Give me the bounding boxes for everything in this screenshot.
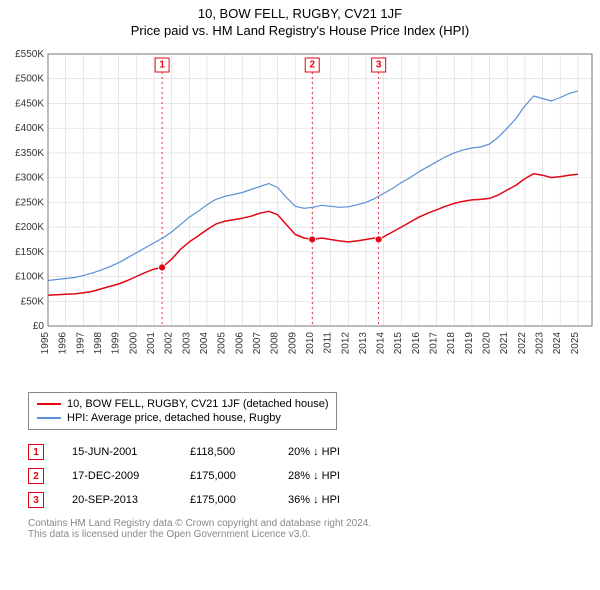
legend-label: HPI: Average price, detached house, Rugb… [67,412,281,424]
svg-text:2003: 2003 [181,332,192,355]
svg-text:2016: 2016 [411,332,422,355]
svg-text:£300K: £300K [15,173,44,184]
svg-text:2004: 2004 [199,332,210,355]
svg-text:2019: 2019 [464,332,475,355]
svg-text:£150K: £150K [15,247,44,258]
svg-text:2013: 2013 [358,332,369,355]
svg-text:2015: 2015 [393,332,404,355]
svg-text:2024: 2024 [552,332,563,355]
svg-text:£100K: £100K [15,272,44,283]
transaction-row: 3 20-SEP-2013 £175,000 36% ↓ HPI [28,488,588,512]
svg-text:2010: 2010 [305,332,316,355]
legend-swatch [37,403,61,405]
svg-text:2002: 2002 [164,332,175,355]
svg-text:2009: 2009 [287,332,298,355]
legend: 10, BOW FELL, RUGBY, CV21 1JF (detached … [28,392,337,430]
chart-area: £0 £50K £100K £150K £200K £250K £300K £350K £400… [0,46,600,386]
footer-line-2: This data is licensed under the Open Gov… [28,529,588,540]
transaction-date: 20-SEP-2013 [72,494,162,506]
svg-text:£450K: £450K [15,98,44,109]
svg-text:2020: 2020 [482,332,493,355]
svg-text:£250K: £250K [15,197,44,208]
svg-text:2022: 2022 [517,332,528,355]
svg-text:2025: 2025 [570,332,581,355]
transaction-date: 15-JUN-2001 [72,446,162,458]
line-chart: £0 £50K £100K £150K £200K £250K £300K £350K £400… [0,46,600,386]
svg-text:£400K: £400K [15,123,44,134]
svg-text:£0: £0 [33,321,45,332]
svg-text:2005: 2005 [217,332,228,355]
transaction-marker: 3 [28,492,44,508]
footer-line-1: Contains HM Land Registry data © Crown c… [28,518,588,529]
svg-text:2017: 2017 [429,332,440,355]
chart-title: 10, BOW FELL, RUGBY, CV21 1JF [0,6,600,21]
transaction-date: 17-DEC-2009 [72,470,162,482]
svg-text:£50K: £50K [21,296,45,307]
transaction-row: 2 17-DEC-2009 £175,000 28% ↓ HPI [28,464,588,488]
svg-text:2007: 2007 [252,332,263,355]
svg-text:£350K: £350K [15,148,44,159]
legend-label: 10, BOW FELL, RUGBY, CV21 1JF (detached … [67,398,328,410]
legend-item: 10, BOW FELL, RUGBY, CV21 1JF (detached … [37,397,328,411]
transaction-row: 1 15-JUN-2001 £118,500 20% ↓ HPI [28,440,588,464]
svg-text:1: 1 [159,60,165,71]
svg-text:2: 2 [309,60,315,71]
svg-text:2011: 2011 [323,332,334,354]
svg-text:2014: 2014 [376,332,387,355]
svg-text:2021: 2021 [499,332,510,355]
svg-text:£200K: £200K [15,222,44,233]
svg-text:3: 3 [376,60,382,71]
transaction-price: £175,000 [190,494,260,506]
page-container: 10, BOW FELL, RUGBY, CV21 1JF Price paid… [0,6,600,540]
legend-swatch [37,417,61,419]
svg-text:2001: 2001 [146,332,157,355]
svg-text:1997: 1997 [75,332,86,355]
svg-text:£500K: £500K [15,74,44,85]
svg-text:£550K: £550K [15,49,44,60]
transaction-marker: 1 [28,444,44,460]
chart-subtitle: Price paid vs. HM Land Registry's House … [0,23,600,38]
svg-text:2023: 2023 [535,332,546,355]
transaction-marker: 2 [28,468,44,484]
transaction-price: £118,500 [190,446,260,458]
transaction-diff: 36% ↓ HPI [288,494,378,506]
transaction-diff: 28% ↓ HPI [288,470,378,482]
transactions-table: 1 15-JUN-2001 £118,500 20% ↓ HPI 2 17-DEC-200… [28,440,588,512]
svg-text:2018: 2018 [446,332,457,355]
svg-text:1998: 1998 [93,332,104,355]
svg-text:2012: 2012 [340,332,351,355]
footer-attribution: Contains HM Land Registry data © Crown c… [28,518,588,540]
svg-text:2000: 2000 [128,332,139,355]
transaction-diff: 20% ↓ HPI [288,446,378,458]
legend-item: HPI: Average price, detached house, Rugb… [37,411,328,425]
svg-text:2008: 2008 [270,332,281,355]
transaction-price: £175,000 [190,470,260,482]
svg-text:1999: 1999 [111,332,122,355]
svg-text:1996: 1996 [58,332,69,355]
svg-text:1995: 1995 [40,332,51,355]
svg-text:2006: 2006 [234,332,245,355]
